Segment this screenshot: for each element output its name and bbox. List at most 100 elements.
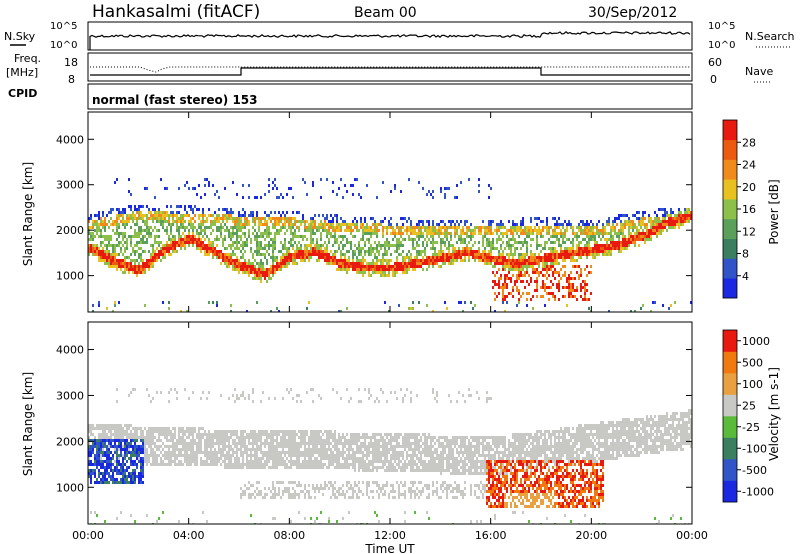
- data-cell: [354, 223, 356, 226]
- data-cell: [140, 265, 142, 268]
- data-cell: [148, 445, 150, 448]
- data-cell: [342, 196, 344, 199]
- data-cell: [434, 247, 436, 250]
- data-cell: [334, 235, 336, 238]
- data-cell: [350, 265, 352, 268]
- data-cell: [340, 262, 342, 265]
- data-cell: [628, 229, 630, 232]
- data-cell: [106, 481, 108, 484]
- data-cell: [520, 232, 522, 235]
- data-cell: [346, 271, 348, 274]
- data-cell: [122, 262, 124, 265]
- data-cell: [224, 229, 226, 232]
- data-cell: [270, 211, 272, 214]
- data-cell: [282, 451, 284, 454]
- data-cell: [254, 448, 256, 451]
- data-cell: [254, 271, 256, 274]
- data-cell: [602, 250, 604, 253]
- data-cell: [526, 265, 528, 268]
- data-cell: [414, 262, 416, 265]
- data-cell: [102, 445, 104, 448]
- data-cell: [300, 244, 302, 247]
- data-cell: [668, 214, 670, 217]
- data-cell: [216, 229, 218, 232]
- data-cell: [484, 259, 486, 262]
- data-cell: [170, 226, 172, 229]
- data-cell: [148, 394, 150, 397]
- data-cell: [138, 472, 140, 475]
- data-cell: [252, 226, 254, 229]
- data-cell: [690, 214, 692, 217]
- data-cell: [102, 463, 104, 466]
- data-cell: [658, 208, 660, 211]
- data-cell: [278, 481, 280, 484]
- data-cell: [216, 304, 218, 307]
- data-cell: [666, 223, 668, 226]
- data-cell: [244, 448, 246, 451]
- data-cell: [214, 247, 216, 250]
- data-cell: [590, 253, 592, 256]
- data-cell: [236, 433, 238, 436]
- data-cell: [134, 442, 136, 445]
- data-cell: [114, 451, 116, 454]
- data-cell: [666, 229, 668, 232]
- data-cell: [436, 232, 438, 235]
- data-cell: [452, 259, 454, 262]
- data-cell: [232, 268, 234, 271]
- data-cell: [116, 229, 118, 232]
- data-cell: [184, 448, 186, 451]
- data-cell: [136, 208, 138, 211]
- data-cell: [580, 247, 582, 250]
- data-cell: [216, 190, 218, 193]
- data-cell: [94, 253, 96, 256]
- data-cell: [90, 478, 92, 481]
- data-cell: [266, 268, 268, 271]
- data-cell: [248, 454, 250, 457]
- power-ytick-label: 4000: [56, 133, 84, 146]
- data-cell: [478, 250, 480, 253]
- data-cell: [288, 493, 290, 496]
- data-cell: [620, 214, 622, 217]
- data-cell: [132, 439, 134, 442]
- data-cell: [90, 472, 92, 475]
- data-cell: [218, 448, 220, 451]
- data-cell: [278, 268, 280, 271]
- data-cell: [192, 229, 194, 232]
- data-cell: [124, 247, 126, 250]
- data-cell: [144, 187, 146, 190]
- data-cell: [124, 268, 126, 271]
- data-cell: [360, 220, 362, 223]
- data-cell: [194, 226, 196, 229]
- data-cell: [456, 184, 458, 187]
- data-cell: [646, 226, 648, 229]
- data-cell: [182, 448, 184, 451]
- data-cell: [106, 433, 108, 436]
- data-cell: [400, 217, 402, 220]
- data-cell: [432, 244, 434, 247]
- data-cell: [568, 286, 570, 289]
- data-cell: [274, 265, 276, 268]
- data-cell: [350, 241, 352, 244]
- data-cell: [444, 253, 446, 256]
- data-cell: [142, 265, 144, 268]
- data-cell: [362, 262, 364, 265]
- data-cell: [124, 424, 126, 427]
- data-cell: [168, 223, 170, 226]
- data-cell: [662, 229, 664, 232]
- data-cell: [660, 226, 662, 229]
- data-cell: [580, 274, 582, 277]
- data-cell: [260, 235, 262, 238]
- data-cell: [98, 235, 100, 238]
- data-cell: [450, 235, 452, 238]
- data-cell: [176, 217, 178, 220]
- data-cell: [266, 280, 268, 283]
- data-cell: [264, 271, 266, 274]
- data-cell: [136, 463, 138, 466]
- data-cell: [120, 466, 122, 469]
- data-cell: [342, 265, 344, 268]
- data-cell: [224, 430, 226, 433]
- data-cell: [376, 259, 378, 262]
- data-cell: [208, 463, 210, 466]
- data-cell: [288, 226, 290, 229]
- data-cell: [122, 460, 124, 463]
